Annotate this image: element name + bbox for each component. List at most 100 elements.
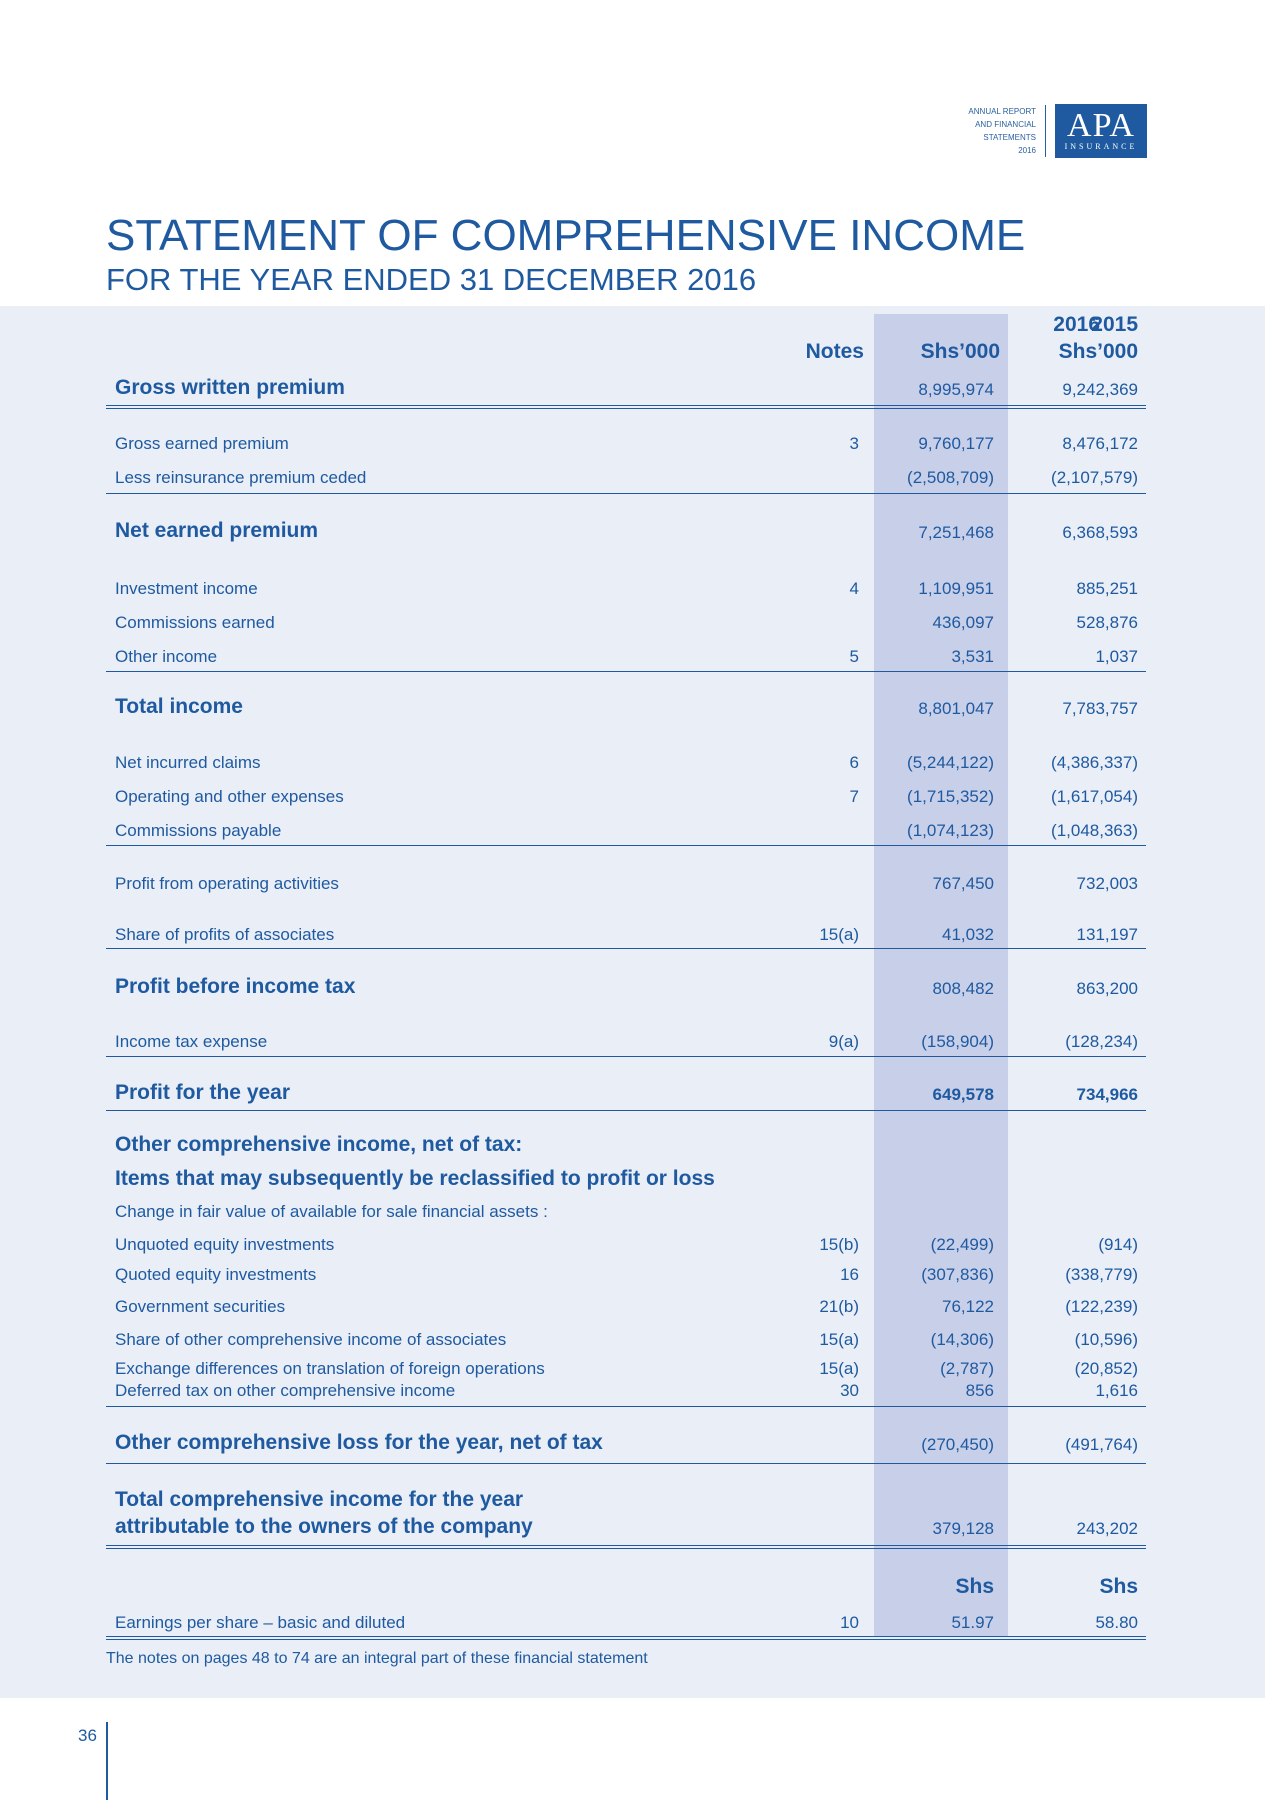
row-note: 3 <box>849 434 859 453</box>
rule <box>106 948 1146 949</box>
row-label: Net incurred claims <box>115 753 261 772</box>
table-row: Government securities 21(b) 76,122 (122,… <box>106 1293 1146 1321</box>
table-row: Exchange differences on translation of f… <box>106 1355 1146 1383</box>
table-row: Gross earned premium 3 9,760,177 8,476,1… <box>106 430 1146 458</box>
header-year-2016: 2016 <box>1053 313 1100 336</box>
row-value-2016: 8,801,047 <box>918 699 994 718</box>
row-value-2016: (2,787) <box>940 1359 994 1378</box>
row-value-2016: 808,482 <box>932 979 994 998</box>
brand-block: ANNUAL REPORT AND FINANCIAL STATEMENTS 2… <box>968 104 1147 158</box>
row-label: Commissions payable <box>115 821 282 840</box>
row-value-2015: 863,200 <box>1076 979 1138 998</box>
row-value-2016: (22,499) <box>930 1235 994 1254</box>
row-label: Deferred tax on other comprehensive inco… <box>115 1381 456 1400</box>
row-note: 9(a) <box>828 1032 859 1051</box>
page-subtitle: FOR THE YEAR ENDED 31 DECEMBER 2016 <box>106 262 757 297</box>
logo-main-text: APA <box>1067 107 1135 144</box>
row-label: Earnings per share – basic and diluted <box>115 1613 406 1632</box>
row-value-2016: 379,128 <box>932 1519 994 1538</box>
row-label: Share of profits of associates <box>115 925 335 944</box>
row-value-2016: (1,074,123) <box>907 821 994 840</box>
row-label: Profit from operating activities <box>115 874 339 893</box>
page-number: 36 <box>78 1726 97 1745</box>
row-value-2015: (1,048,363) <box>1051 821 1138 840</box>
report-label: ANNUAL REPORT AND FINANCIAL STATEMENTS 2… <box>968 105 1046 157</box>
row-value-2016: 767,450 <box>932 874 994 893</box>
row-value-2015: 7,783,757 <box>1062 699 1138 718</box>
row-value-2016: 9,760,177 <box>918 434 994 453</box>
row-value-2015: 1,037 <box>1095 647 1138 666</box>
row-value-2016: (5,244,122) <box>907 753 994 772</box>
row-label: Other comprehensive loss for the year, n… <box>115 1431 603 1454</box>
row-note: 15(b) <box>819 1235 859 1254</box>
row-note: 5 <box>849 647 859 666</box>
row-label: attributable to the owners of the compan… <box>115 1515 533 1538</box>
page-number-bar <box>106 1722 108 1800</box>
rule <box>106 671 1146 672</box>
row-value-2016: (307,836) <box>921 1265 994 1284</box>
double-rule <box>106 405 1146 409</box>
row-label: Profit before income tax <box>115 975 356 998</box>
row-value-2016: 41,032 <box>942 925 994 944</box>
table-row: Net incurred claims 6 (5,244,122) (4,386… <box>106 749 1146 777</box>
row-value-2016: 7,251,468 <box>918 523 994 542</box>
double-rule <box>106 1636 1146 1640</box>
row-label: Commissions earned <box>115 613 275 632</box>
report-label-line: STATEMENTS <box>983 133 1036 142</box>
row-value-2015: (122,239) <box>1065 1297 1138 1316</box>
rule <box>106 493 1146 494</box>
row-value-2015: 1,616 <box>1095 1381 1138 1400</box>
row-value-2015: 243,202 <box>1076 1519 1138 1538</box>
row-note: 15(a) <box>819 925 859 944</box>
row-value-2015: (10,596) <box>1074 1330 1138 1349</box>
apa-logo: APA INSURANCE <box>1055 104 1147 158</box>
row-note: 4 <box>849 579 859 598</box>
row-note: 15(a) <box>819 1359 859 1378</box>
row-value-2015: 734,966 <box>1076 1085 1138 1104</box>
row-value-2016: 51.97 <box>951 1613 994 1632</box>
row-value-2015: (20,852) <box>1074 1359 1138 1378</box>
table-row: Earnings per share – basic and diluted 1… <box>106 1609 1146 1637</box>
table-row: Profit before income tax 808,482 863,200 <box>106 975 1146 1003</box>
table-row: Total comprehensive income for the year <box>106 1488 1146 1516</box>
row-value-2015: 528,876 <box>1076 613 1138 632</box>
header-year-2015: 2015 <box>1091 313 1138 336</box>
header-unit-2016: Shs’000 <box>920 340 1000 363</box>
row-value-2016: 856 <box>965 1381 994 1400</box>
row-label: Unquoted equity investments <box>115 1235 335 1254</box>
row-label: Other comprehensive income, net of tax: <box>115 1133 523 1156</box>
row-value-2016: (2,508,709) <box>907 468 994 487</box>
table-row: Commissions earned 436,097 528,876 <box>106 609 1146 637</box>
table-row: Commissions payable (1,074,123) (1,048,3… <box>106 817 1146 845</box>
logo-sub-text: INSURANCE <box>1064 142 1138 151</box>
double-rule <box>106 1545 1146 1549</box>
table-row: Income tax expense 9(a) (158,904) (128,2… <box>106 1028 1146 1056</box>
rule <box>106 845 1146 846</box>
row-label: Income tax expense <box>115 1032 268 1051</box>
row-value-2016: (270,450) <box>921 1435 994 1454</box>
unit-header-row: Shs Shs <box>106 1575 1146 1603</box>
row-label: Government securities <box>115 1297 286 1316</box>
row-note: 30 <box>840 1381 859 1400</box>
row-value-2015: 885,251 <box>1076 579 1138 598</box>
current-year-column-band <box>874 314 1008 1636</box>
row-note: 10 <box>840 1613 859 1632</box>
row-value-2015: (4,386,337) <box>1051 753 1138 772</box>
row-value-2015: (128,234) <box>1065 1032 1138 1051</box>
row-label: Net earned premium <box>115 519 319 542</box>
row-value-2016: 8,995,974 <box>918 380 994 399</box>
unit-label-2016: Shs <box>955 1575 994 1598</box>
row-label: Total comprehensive income for the year <box>115 1488 524 1511</box>
row-label: Exchange differences on translation of f… <box>115 1359 545 1378</box>
table-row: Other comprehensive loss for the year, n… <box>106 1431 1146 1459</box>
table-row: Deferred tax on other comprehensive inco… <box>106 1377 1146 1405</box>
table-row: Quoted equity investments 16 (307,836) (… <box>106 1261 1146 1289</box>
statement-panel <box>0 306 1265 1698</box>
row-value-2015: 732,003 <box>1076 874 1138 893</box>
table-row: Other income 5 3,531 1,037 <box>106 643 1146 671</box>
rule <box>106 1463 1146 1464</box>
report-label-line: AND FINANCIAL <box>975 120 1036 129</box>
row-value-2016: 436,097 <box>932 613 994 632</box>
row-label: Profit for the year <box>115 1081 291 1104</box>
row-value-2016: 76,122 <box>942 1297 994 1316</box>
